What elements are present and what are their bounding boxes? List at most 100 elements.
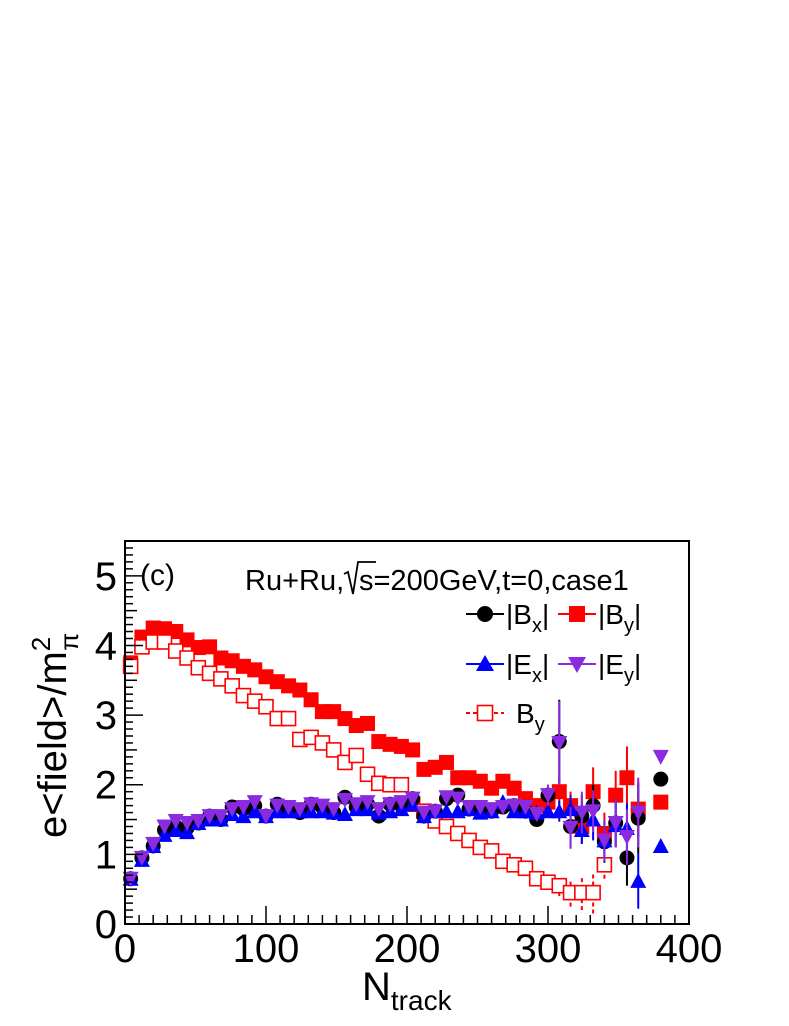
y-axis-title-main: e<field>/m — [31, 651, 75, 838]
data-point — [438, 803, 455, 819]
x-axis-title-main: N — [362, 965, 391, 1009]
data-point — [652, 838, 669, 854]
data-point — [292, 682, 308, 698]
chart-title: Ru+Ru, s=200GeV,t=0,case1 — [245, 561, 629, 597]
data-point — [618, 829, 635, 845]
data-point — [416, 761, 432, 777]
data-point — [608, 787, 624, 803]
data-point — [653, 794, 669, 810]
data-point — [235, 808, 252, 824]
data-point — [427, 759, 443, 775]
legend-ex-base: |E — [506, 649, 532, 680]
legend-ey-base: |E — [598, 649, 624, 680]
data-point — [314, 704, 330, 720]
series-by-signed — [122, 634, 613, 914]
legend-by-end: | — [634, 599, 641, 630]
legend-bx-sub: x — [532, 615, 542, 637]
data-point — [404, 791, 421, 807]
data-point — [325, 802, 342, 818]
data-point — [179, 816, 196, 832]
x-tick-label: 100 — [233, 927, 300, 971]
data-point — [484, 780, 500, 796]
data-point — [370, 802, 387, 818]
legend-entry-by: |By| — [558, 599, 641, 637]
legend-by-sub: y — [624, 615, 634, 637]
data-point — [167, 821, 184, 837]
y-tick-label: 5 — [95, 555, 117, 599]
data-point — [258, 669, 274, 685]
data-point — [224, 802, 241, 818]
x-tick-label: 400 — [656, 927, 723, 971]
y-axis-title-sup: 2 — [26, 637, 56, 651]
legend-marker-ey — [568, 657, 586, 673]
data-point — [652, 749, 669, 765]
data-point — [393, 738, 409, 754]
data-point — [540, 788, 556, 804]
data-point — [190, 813, 207, 829]
data-point — [630, 872, 647, 888]
data-point — [393, 776, 410, 793]
data-point — [405, 742, 421, 758]
data-point — [179, 824, 196, 840]
data-point — [506, 780, 522, 796]
legend-ex-end: | — [542, 649, 549, 680]
x-axis-title: Ntrack — [362, 965, 453, 1016]
data-point — [438, 790, 455, 806]
data-point — [303, 692, 319, 708]
data-point — [450, 770, 466, 786]
x-axis-title-sub: track — [391, 985, 453, 1016]
data-point — [201, 809, 218, 825]
svg-text:|By|: |By| — [598, 599, 641, 637]
data-point — [360, 715, 376, 731]
panel-label: (c) — [140, 559, 175, 592]
data-point — [596, 833, 613, 849]
data-point — [280, 800, 297, 816]
data-point — [348, 747, 365, 764]
data-point — [258, 698, 274, 715]
legend-entry-bx: |Bx| — [466, 599, 549, 637]
sqrt-sign — [343, 561, 376, 595]
legend: |Bx| |By| |Ex| |Ey| By — [466, 599, 641, 736]
data-point — [156, 819, 173, 835]
data-point — [528, 806, 545, 822]
data-point — [246, 795, 263, 811]
data-point — [393, 795, 410, 811]
data-point — [145, 620, 161, 636]
y-axis-ticks: 0 1 2 3 4 5 — [95, 540, 143, 947]
data-point — [585, 884, 601, 901]
svg-text:|Ey|: |Ey| — [598, 649, 641, 687]
data-point — [348, 797, 365, 813]
data-point — [562, 820, 579, 836]
legend-ey-sub: y — [624, 665, 634, 687]
data-point — [336, 793, 353, 809]
y-tick-label: 2 — [95, 764, 117, 808]
data-point — [326, 704, 342, 720]
data-point — [145, 836, 162, 852]
data-point — [427, 804, 444, 820]
legend-entry-by-signed: By — [466, 698, 545, 736]
data-point — [269, 674, 285, 690]
data-point — [224, 653, 240, 669]
data-point — [212, 809, 229, 825]
data-point — [258, 809, 274, 825]
data-point — [483, 802, 500, 818]
svg-text:|Bx|: |Bx| — [506, 599, 549, 637]
data-point — [325, 742, 342, 758]
legend-bys-base: B — [516, 698, 535, 729]
series-ey — [122, 701, 669, 887]
legend-marker-by-signed — [476, 704, 494, 722]
data-marks — [122, 620, 669, 914]
data-point — [382, 736, 398, 752]
x-tick-label: 300 — [515, 927, 582, 971]
data-point — [337, 711, 353, 727]
data-point — [202, 639, 218, 655]
data-point — [235, 658, 251, 674]
data-point — [494, 800, 511, 816]
y-tick-label: 0 — [95, 903, 117, 947]
y-axis-title: e<field>/m2π — [26, 633, 84, 838]
data-point — [607, 816, 624, 832]
legend-ex-sub: x — [532, 665, 542, 687]
data-point — [247, 662, 263, 678]
